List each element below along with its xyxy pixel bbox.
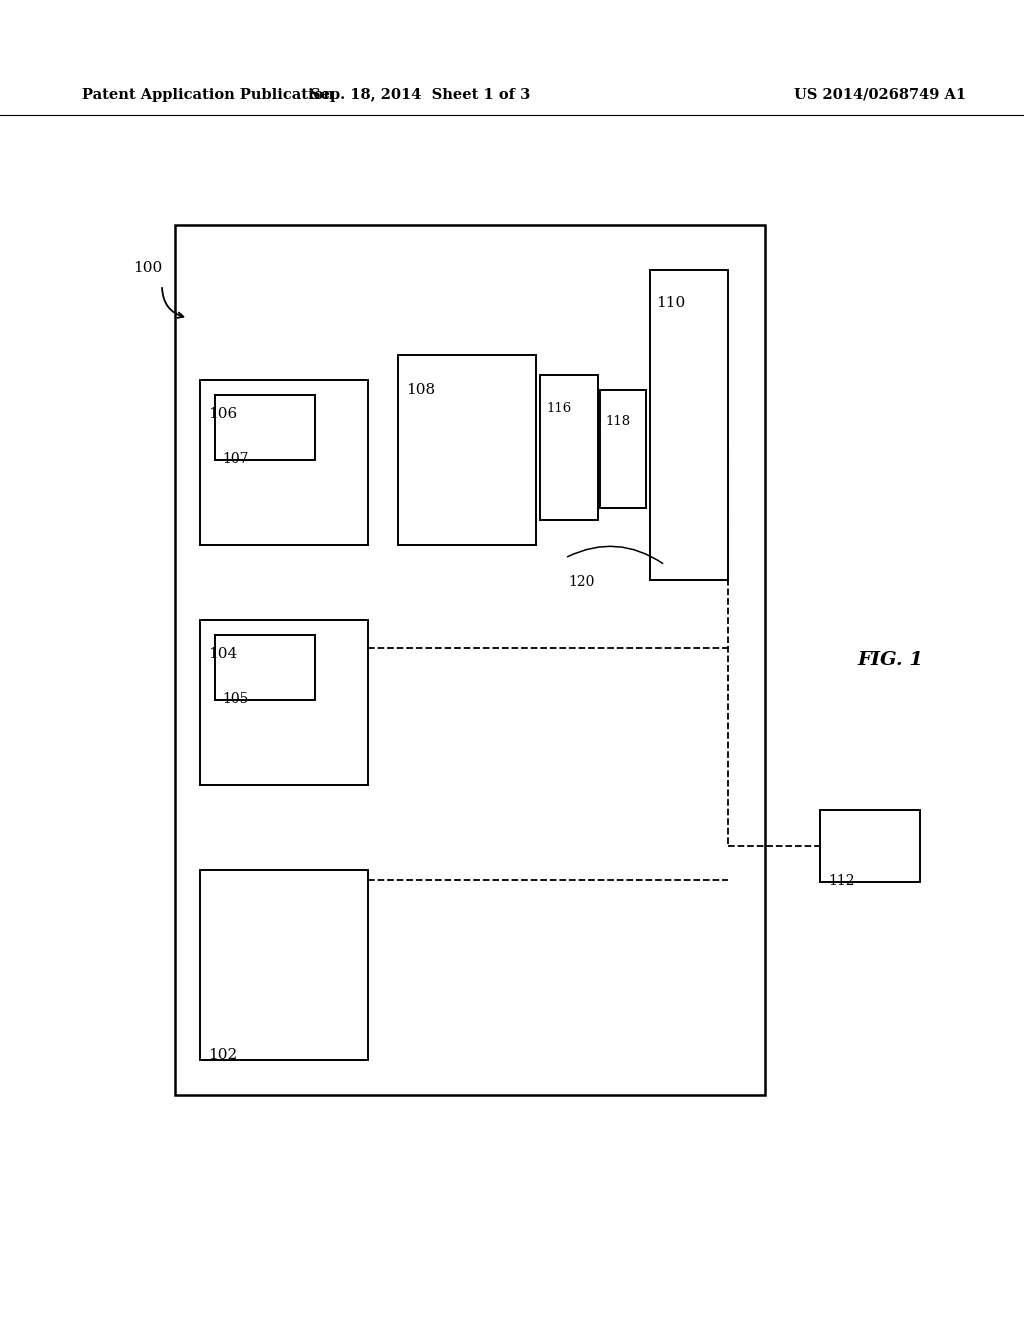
Text: 108: 108 bbox=[406, 383, 435, 397]
Bar bbox=[215, 395, 315, 459]
Bar bbox=[600, 389, 646, 508]
Text: 116: 116 bbox=[546, 403, 571, 414]
Text: 112: 112 bbox=[828, 874, 854, 888]
Bar bbox=[820, 810, 920, 882]
Bar bbox=[398, 355, 536, 545]
Bar bbox=[650, 271, 728, 579]
Text: 110: 110 bbox=[656, 296, 685, 310]
Bar bbox=[175, 224, 765, 1096]
Text: 100: 100 bbox=[133, 261, 163, 275]
Bar bbox=[200, 870, 368, 1060]
Text: 120: 120 bbox=[568, 576, 594, 589]
Bar bbox=[215, 635, 315, 700]
Text: 118: 118 bbox=[605, 414, 630, 428]
Text: FIG. 1: FIG. 1 bbox=[857, 651, 923, 669]
FancyArrowPatch shape bbox=[162, 288, 183, 318]
Text: 106: 106 bbox=[208, 407, 238, 421]
Text: Sep. 18, 2014  Sheet 1 of 3: Sep. 18, 2014 Sheet 1 of 3 bbox=[310, 88, 530, 102]
Bar bbox=[540, 375, 598, 520]
Text: 107: 107 bbox=[222, 451, 249, 466]
Bar bbox=[200, 380, 368, 545]
Text: US 2014/0268749 A1: US 2014/0268749 A1 bbox=[794, 88, 966, 102]
Text: Patent Application Publication: Patent Application Publication bbox=[82, 88, 334, 102]
Text: 105: 105 bbox=[222, 692, 249, 706]
Bar bbox=[200, 620, 368, 785]
Text: 102: 102 bbox=[208, 1048, 238, 1063]
Text: 104: 104 bbox=[208, 647, 238, 661]
FancyArrowPatch shape bbox=[567, 546, 663, 564]
